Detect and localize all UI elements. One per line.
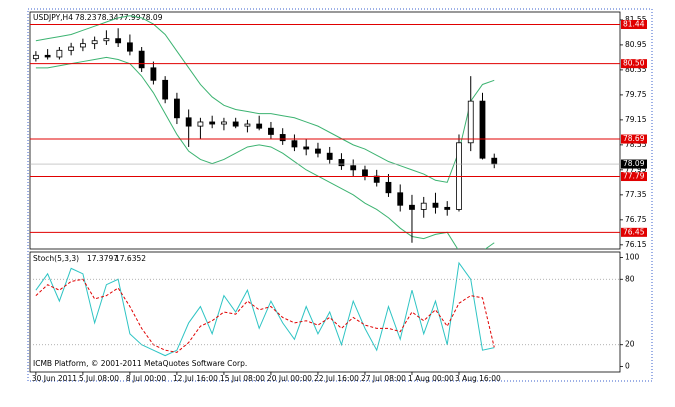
candle-body — [162, 79, 169, 100]
level-box — [621, 59, 647, 69]
candle-body — [197, 121, 204, 127]
symbol-title: USDJPY,H4 — [33, 13, 73, 22]
candle-body — [338, 159, 345, 167]
x-tick-label: 27 Jul 08:00 — [361, 374, 406, 383]
x-tick-label: 1 Aug 00:00 — [408, 374, 454, 383]
candle-body — [127, 42, 133, 52]
last-close: 78.09 — [141, 13, 163, 22]
candle-body — [209, 121, 216, 125]
y-tick-label: 76.15 — [625, 240, 647, 249]
x-tick-label: 8 Jul 00:00 — [126, 374, 166, 383]
candle-body — [409, 204, 415, 210]
y-tick-label: 80.95 — [625, 40, 647, 49]
x-tick-label: 5 Jul 08:00 — [79, 374, 119, 383]
y-tick-label: 79.15 — [625, 115, 647, 124]
candle-body — [420, 202, 427, 210]
y-tick-label: 20 — [625, 340, 635, 349]
candle-body — [315, 148, 321, 154]
candle-body — [432, 202, 439, 208]
y-tick-label: 100 — [625, 252, 640, 261]
y-tick-label: 81.55 — [625, 15, 647, 24]
y-tick-label: 76.75 — [625, 215, 647, 224]
candle-body — [174, 98, 180, 119]
candle-body — [115, 38, 122, 44]
level-label: 76.45 — [623, 227, 645, 236]
bid-box — [621, 159, 647, 169]
candle-body — [244, 123, 251, 127]
level-label: 78.69 — [623, 134, 645, 143]
candle-body — [256, 123, 263, 129]
candle-body — [68, 46, 75, 51]
bollinger-band — [35, 15, 495, 183]
candle-body — [279, 134, 286, 142]
level-label: 80.50 — [623, 59, 645, 68]
candle-body — [303, 146, 310, 150]
candle-body — [467, 100, 474, 144]
candle-body — [385, 181, 392, 194]
candle-body — [44, 54, 51, 58]
y-tick-label: 77.95 — [625, 165, 647, 174]
last-open: 78.23 — [75, 13, 97, 22]
level-box — [621, 172, 647, 182]
bid-label: 78.09 — [623, 159, 645, 168]
y-tick-label: 78.55 — [625, 140, 647, 149]
y-tick-label: 0 — [625, 362, 630, 371]
price-pane — [29, 11, 621, 250]
x-tick-label: 30 Jun 2011 — [32, 374, 77, 383]
stoch-d-last: 17.6352 — [115, 254, 146, 263]
level-label: 81.44 — [623, 19, 645, 28]
y-tick-label: 79.75 — [625, 90, 647, 99]
stoch-pane — [29, 251, 621, 373]
stoch-line — [35, 278, 495, 353]
last-low: 77.99 — [119, 13, 141, 22]
x-tick-label: 22 Jul 16:00 — [314, 374, 359, 383]
selection-frame — [27, 8, 653, 382]
candle-body — [479, 100, 486, 159]
x-tick-label: 15 Jul 08:00 — [220, 374, 265, 383]
stoch-line — [35, 261, 495, 357]
level-box — [621, 134, 647, 144]
candle-body — [362, 169, 368, 177]
candle-body — [326, 152, 333, 160]
candle-body — [91, 40, 98, 45]
stoch-k-last: 17.3797 — [87, 254, 118, 263]
candle-body — [221, 121, 227, 125]
last-high: 78.34 — [97, 13, 119, 22]
candle-body — [268, 127, 274, 135]
candle-body — [373, 175, 380, 183]
level-label: 77.79 — [623, 172, 645, 181]
bollinger-band — [35, 56, 495, 249]
x-tick-label: 12 Jul 16:00 — [173, 374, 218, 383]
candle-body — [232, 121, 239, 127]
x-tick-label: 20 Jul 00:00 — [267, 374, 312, 383]
candle-body — [32, 54, 39, 60]
footer: ICMB Platform, © 2001-2011 MetaQuotes So… — [33, 359, 247, 368]
level-box — [621, 227, 647, 237]
level-box — [621, 19, 647, 29]
candle-body — [397, 192, 404, 206]
candle-body — [491, 157, 498, 165]
stoch-title: Stoch(5,3,3) — [33, 254, 79, 263]
plot — [35, 261, 495, 357]
candle-body — [79, 43, 86, 48]
candle-body — [103, 38, 110, 42]
candle-body — [291, 140, 298, 148]
x-tick-label: 3 Aug 16:00 — [455, 374, 501, 383]
y-tick-label: 80.35 — [625, 65, 647, 74]
candle-body — [150, 67, 157, 81]
candle-body — [185, 117, 192, 127]
candle-body — [56, 49, 63, 58]
y-tick-label: 80 — [625, 274, 635, 283]
candle-body — [444, 206, 451, 210]
candle-body — [138, 50, 145, 69]
candle-body — [350, 165, 357, 171]
y-tick-label: 77.35 — [625, 190, 647, 199]
